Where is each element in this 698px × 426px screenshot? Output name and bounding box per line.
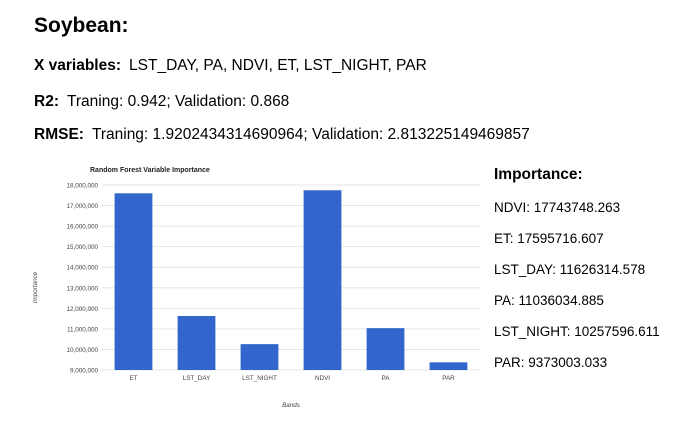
r2-label: R2: (34, 93, 59, 110)
importance-panel: Importance: NDVI: 17743748.263 ET: 17595… (494, 166, 660, 386)
bar (114, 193, 153, 370)
y-tick-label: 18,000,000 (66, 183, 98, 190)
importance-bar-chart: Random Forest Variable Importance 9,000,0… (32, 167, 480, 409)
r2-value: Traning: 0.942; Validation: 0.868 (66, 93, 290, 110)
importance-item-par: PAR: 9373003.033 (494, 355, 608, 370)
x-tick-label: LST_NIGHT (242, 375, 277, 382)
x-tick-label: LST_DAY (183, 375, 211, 382)
importance-item-et: ET: 17595716.607 (494, 231, 604, 246)
page-heading: Soybean: (34, 14, 129, 37)
bar (429, 362, 468, 370)
importance-item-lst-day: LST_DAY: 11626314.578 (494, 262, 646, 277)
y-tick-label: 16,000,000 (66, 224, 98, 231)
y-tick-label: 9,000,000 (70, 368, 99, 375)
y-tick-label: 14,000,000 (66, 265, 98, 272)
y-tick-label: 10,000,000 (66, 347, 98, 354)
y-tick-label: 11,000,000 (67, 326, 99, 333)
bar (303, 190, 342, 370)
importance-item-ndvi: NDVI: 17743748.263 (494, 200, 621, 215)
x-tick-label: NDVI (315, 375, 330, 382)
rmse-value: Traning: 1.9202434314690964; Validation:… (91, 126, 530, 143)
y-tick-label: 17,000,000 (66, 203, 98, 210)
y-tick-label: 15,000,000 (66, 244, 98, 251)
bar (366, 328, 405, 370)
importance-item-pa: PA: 11036034.885 (494, 293, 604, 308)
importance-title: Importance: (494, 166, 583, 183)
x-variables-label: X variables: (34, 57, 122, 74)
y-axis-title: Importance (32, 271, 39, 303)
y-tick-label: 13,000,000 (66, 285, 98, 292)
x-tick-label: PAR (442, 375, 455, 382)
x-tick-label: PA (382, 375, 391, 382)
y-tick-label: 12,000,000 (66, 306, 98, 313)
rmse-label: RMSE: (34, 126, 84, 143)
bar (177, 316, 216, 370)
bar (240, 344, 279, 370)
rmse-line: RMSE: Traning: 1.9202434314690964; Valida… (34, 126, 530, 144)
chart-title: Random Forest Variable Importance (90, 167, 210, 174)
r2-line: R2: Traning: 0.942; Validation: 0.868 (34, 93, 289, 111)
x-tick-label: ET (129, 375, 137, 382)
x-variables-value: LST_DAY, PA, NDVI, ET, LST_NIGHT, PAR (129, 57, 427, 74)
importance-item-lst-night: LST_NIGHT: 10257596.611 (494, 324, 660, 339)
x-axis-title: Bands (282, 402, 301, 409)
x-variables-line: X variables: LST_DAY, PA, NDVI, ET, LST_N… (34, 57, 427, 75)
